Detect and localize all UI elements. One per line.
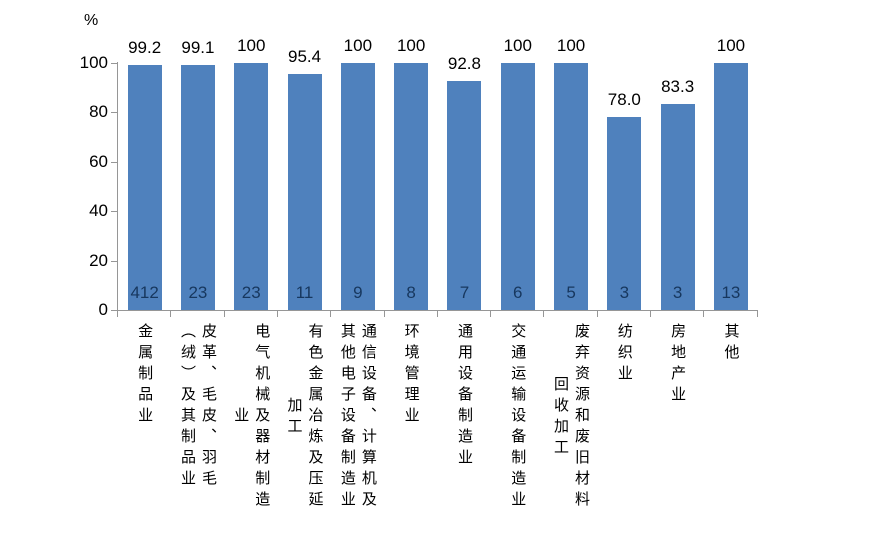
bar-count-label: 412 — [130, 283, 159, 302]
x-axis-label-column: 通用设备制造业 — [455, 323, 473, 470]
y-axis-tick — [111, 112, 118, 114]
y-axis-tick-label: 0 — [98, 300, 108, 319]
bar — [340, 63, 375, 310]
bar — [500, 63, 535, 310]
y-axis-unit-label: % — [84, 12, 99, 29]
x-axis-label-column: 纺织业 — [615, 323, 633, 386]
bar-value-label: 99.1 — [181, 38, 215, 58]
y-axis-tick — [111, 63, 118, 64]
bar-value-label: 95.4 — [288, 47, 322, 67]
x-axis-tick — [650, 311, 651, 317]
x-axis-tick — [276, 311, 278, 317]
x-axis-label-column: 废弃资源和废旧材料 — [573, 323, 591, 512]
x-axis-label-column: 房地产业 — [669, 323, 687, 407]
y-axis-tick-label: 60 — [89, 151, 108, 171]
bar-count-label: 7 — [459, 283, 470, 302]
bar — [234, 63, 269, 310]
x-axis-label-column: 业 — [232, 407, 250, 428]
x-axis-tick — [436, 311, 438, 317]
bar-value-label: 78.0 — [607, 90, 641, 110]
x-axis-label: 环境管理业 — [385, 323, 438, 428]
x-axis-tick — [383, 311, 385, 317]
x-axis-tick — [543, 311, 545, 317]
y-axis-tick — [111, 161, 118, 163]
y-axis-tick — [111, 211, 118, 213]
y-axis-tick-label: 80 — [89, 102, 108, 122]
bar-value-label: 99.2 — [128, 37, 162, 57]
x-axis-label-column: 加工 — [285, 396, 303, 439]
bar — [180, 65, 215, 310]
x-axis-label-column: （绒）及其制品业 — [178, 323, 196, 491]
bar — [287, 74, 322, 310]
x-axis-tick — [703, 311, 705, 317]
bar-count-label: 23 — [241, 283, 261, 302]
x-axis-tick — [117, 311, 118, 317]
x-axis-tick — [756, 311, 758, 317]
bar-value-label: 83.3 — [661, 77, 695, 97]
bar-value-label: 100 — [237, 36, 266, 55]
y-axis-tick — [111, 260, 118, 262]
x-axis-label: 通信设备、计算机及 其他电子设备制造业 — [331, 323, 384, 512]
x-axis-tick — [170, 311, 172, 317]
x-axis-label-column: 回收加工 — [552, 375, 570, 460]
bar-count-label: 3 — [619, 283, 630, 302]
x-axis-label-column: 金属制品业 — [136, 323, 154, 428]
bar-count-label: 3 — [672, 283, 683, 302]
x-axis-label: 有色金属冶炼及压延 加工 — [278, 323, 331, 512]
bar — [660, 104, 695, 310]
x-axis-label: 废弃资源和废旧材料 回收加工 — [544, 323, 597, 512]
x-axis-label-column: 皮革、毛皮、羽毛 — [199, 323, 217, 491]
x-axis-tick — [223, 311, 225, 317]
bar-value-label: 100 — [716, 36, 746, 55]
bar-value-label: 92.8 — [447, 53, 481, 73]
x-axis-tick — [330, 311, 332, 317]
bar-count-label: 11 — [295, 283, 314, 302]
x-axis-tick — [490, 311, 492, 317]
bar-value-label: 100 — [396, 36, 426, 55]
x-axis-label-column: 交通运输设备制造业 — [509, 323, 527, 512]
x-axis-label: 其他 — [704, 323, 757, 365]
x-axis-label: 房地产业 — [651, 323, 704, 407]
x-axis-label-column: 通信设备、计算机及 — [359, 323, 377, 512]
x-axis-label: 皮革、毛皮、羽毛 （绒）及其制品业 — [171, 323, 224, 491]
x-axis-label-column: 有色金属冶炼及压延 — [306, 323, 324, 512]
x-axis-label-column: 其他 — [722, 323, 740, 365]
bar-value-label: 100 — [343, 36, 373, 55]
bar-count-label: 23 — [188, 283, 208, 302]
x-axis-label: 纺织业 — [598, 323, 651, 386]
x-axis-label-column: 电气机械及器材制造 — [253, 323, 271, 512]
x-axis-label: 交通运输设备制造业 — [491, 323, 544, 512]
bar-count-label: 13 — [721, 283, 741, 302]
bar — [394, 63, 429, 310]
y-axis-line — [117, 62, 118, 311]
bar-count-label: 5 — [566, 283, 576, 302]
y-axis-tick — [111, 310, 118, 311]
bar — [607, 117, 642, 310]
y-axis-tick-label: 20 — [89, 250, 108, 270]
x-axis-label-column: 环境管理业 — [402, 323, 420, 428]
bar-count-label: 6 — [513, 283, 523, 302]
y-axis-tick-label: 100 — [79, 53, 108, 72]
x-axis-label: 电气机械及器材制造业 — [225, 323, 278, 512]
bar — [713, 63, 748, 310]
bar — [554, 63, 589, 310]
bar-value-label: 100 — [503, 36, 532, 55]
x-axis-label: 通用设备制造业 — [438, 323, 491, 470]
x-axis-tick — [596, 311, 598, 317]
bar — [447, 80, 482, 310]
x-axis-label: 金属制品业 — [118, 323, 171, 428]
x-axis-line — [117, 310, 758, 311]
y-axis-tick-label: 40 — [89, 201, 108, 221]
bar-count-label: 9 — [353, 283, 363, 302]
bar-count-label: 8 — [406, 283, 416, 302]
x-axis-label-column: 其他电子设备制造业 — [338, 323, 356, 512]
bar-value-label: 100 — [556, 36, 586, 55]
bar — [127, 64, 162, 310]
